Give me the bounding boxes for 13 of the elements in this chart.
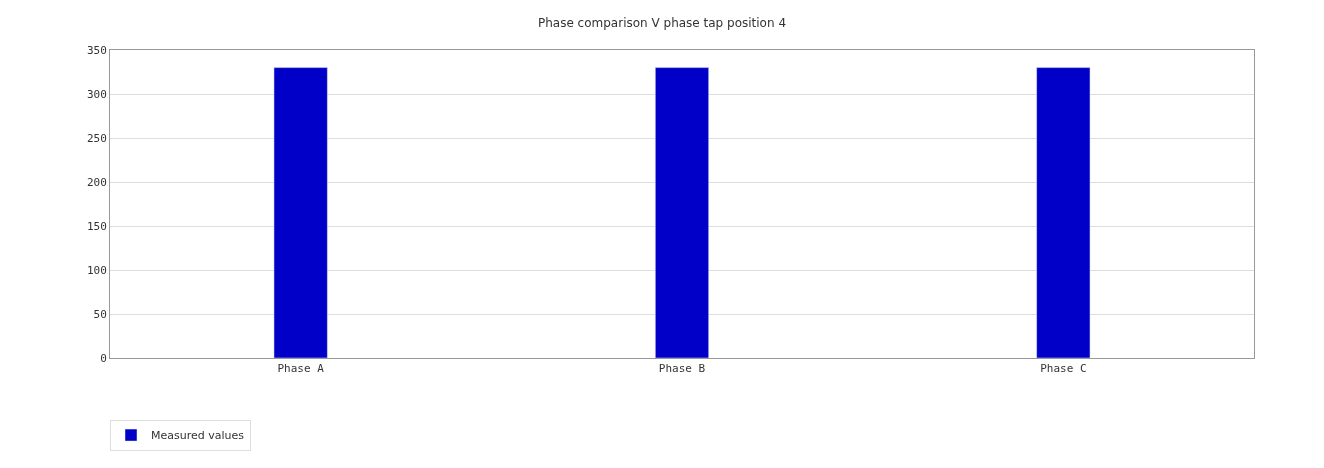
y-tick-label: 150 [86,219,107,233]
x-tick-label: Phase A [277,362,325,376]
chart-title: Phase comparison V phase tap position 4 [537,16,787,31]
y-tick-label: 300 [86,87,107,101]
y-tick-label: 100 [86,263,107,277]
y-tick-label: 350 [86,43,107,57]
legend-label: Measured values [151,429,245,443]
y-tick-label: 200 [86,175,107,189]
x-tick-label: Phase B [658,362,706,376]
y-tick-label: 0 [100,351,107,365]
y-tick-label: 50 [93,307,107,321]
y-tick-label: 250 [86,131,107,145]
x-tick-label: Phase C [1040,362,1087,376]
